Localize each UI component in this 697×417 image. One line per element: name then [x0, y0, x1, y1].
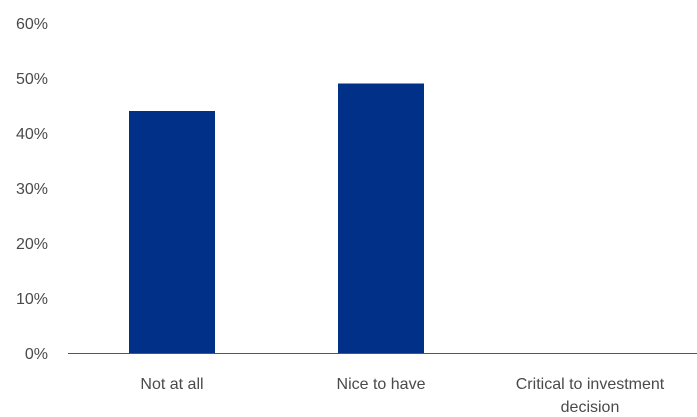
y-tick-label: 50% — [16, 71, 48, 88]
bar — [129, 111, 215, 353]
y-axis-tick-labels: 0% 10% 20% 30% 40% 50% 60% — [16, 16, 48, 363]
y-tick-label: 40% — [16, 126, 48, 143]
y-tick-label: 0% — [25, 346, 48, 363]
bar — [338, 83, 424, 353]
x-category-label: Not at all — [140, 376, 203, 393]
x-category-label: Nice to have — [337, 376, 426, 393]
y-tick-label: 10% — [16, 291, 48, 308]
y-tick-label: 30% — [16, 181, 48, 198]
y-tick-label: 60% — [16, 16, 48, 33]
bar-series — [129, 83, 424, 353]
x-category-label: Critical to investment — [516, 376, 665, 393]
x-category-label: decision — [561, 399, 620, 416]
y-tick-label: 20% — [16, 236, 48, 253]
x-axis-category-labels: Not at all Nice to have Critical to invest… — [140, 376, 664, 416]
